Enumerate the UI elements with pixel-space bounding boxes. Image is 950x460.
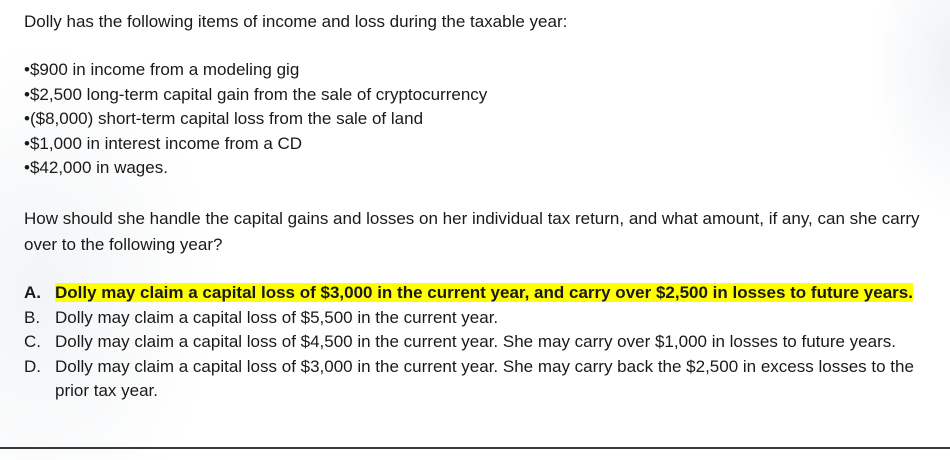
choice-letter: A. [24, 283, 41, 302]
choice-text: Dolly may claim a capital loss of $4,500… [55, 332, 896, 351]
choice-letter: C. [24, 332, 41, 351]
choice-text: Dolly may claim a capital loss of $3,000… [55, 356, 914, 401]
income-item: •$1,000 in interest income from a CD [24, 133, 303, 153]
background-glow-right [870, 0, 950, 220]
question-text: How should she handle the capital gains … [24, 209, 920, 254]
income-item: •($8,000) short-term capital loss from t… [24, 109, 424, 128]
choice-a[interactable]: A. Dolly may claim a capital loss of $3,… [24, 281, 942, 306]
background-glow-left [0, 40, 220, 460]
income-item: •$42,000 in wages. [24, 158, 168, 177]
choice-letter: D. [24, 356, 41, 376]
income-item: •$900 in income from a modeling gig [24, 60, 300, 79]
choice-letter: B. [24, 307, 41, 327]
choice-c[interactable]: C. Dolly may claim a capital loss of $4,… [24, 330, 942, 355]
question-intro: Dolly has the following items of income … [24, 12, 568, 31]
choice-d[interactable]: D. Dolly may claim a capital loss of $3,… [24, 355, 942, 404]
income-item: •$2,500 long-term capital gain from the … [24, 84, 488, 104]
income-items-list: •$900 in income from a modeling gig •$2,… [24, 58, 487, 181]
bottom-divider [0, 447, 950, 449]
choice-b[interactable]: B. Dolly may claim a capital loss of $5,… [24, 306, 942, 331]
answer-choices: A. Dolly may claim a capital loss of $3,… [24, 281, 942, 404]
choice-text-highlighted: Dolly may claim a capital loss of $3,000… [55, 283, 913, 302]
choice-text: Dolly may claim a capital loss of $5,500… [55, 307, 499, 327]
